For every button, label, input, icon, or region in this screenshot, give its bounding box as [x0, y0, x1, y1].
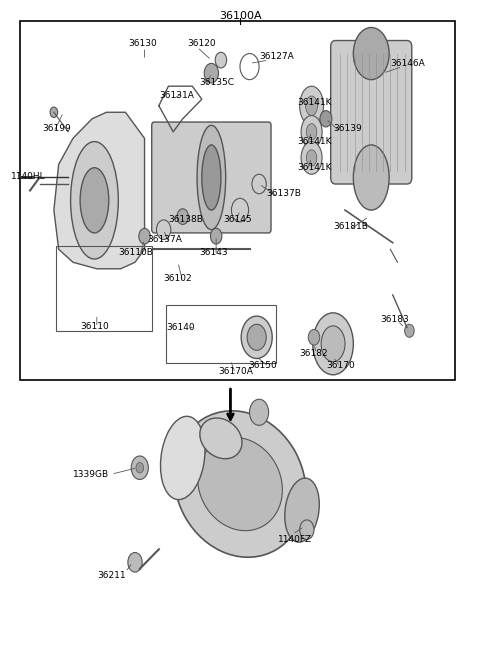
Circle shape	[215, 52, 227, 68]
Ellipse shape	[353, 145, 389, 210]
Ellipse shape	[320, 111, 332, 127]
Ellipse shape	[301, 115, 322, 148]
Text: 36181B: 36181B	[333, 222, 368, 231]
Circle shape	[308, 329, 320, 345]
Text: 36135C: 36135C	[199, 79, 234, 87]
Text: 36138B: 36138B	[168, 215, 204, 225]
PathPatch shape	[54, 112, 144, 269]
Ellipse shape	[301, 141, 322, 174]
Bar	[21, 21, 455, 380]
Ellipse shape	[247, 324, 266, 350]
Ellipse shape	[202, 145, 221, 210]
Text: 36110: 36110	[80, 322, 109, 331]
Text: 36141K: 36141K	[297, 98, 332, 107]
Circle shape	[156, 220, 171, 240]
Text: 36137B: 36137B	[266, 189, 301, 198]
Text: 36120: 36120	[188, 39, 216, 48]
Ellipse shape	[353, 28, 389, 80]
Text: 1339GB: 1339GB	[73, 470, 109, 479]
Ellipse shape	[200, 418, 242, 458]
Text: 36141K: 36141K	[297, 163, 332, 172]
Text: 36102: 36102	[164, 274, 192, 283]
Ellipse shape	[80, 168, 109, 233]
Circle shape	[128, 553, 142, 572]
Ellipse shape	[306, 150, 317, 166]
Text: 36146A: 36146A	[390, 59, 425, 68]
Ellipse shape	[160, 417, 205, 500]
Ellipse shape	[285, 478, 319, 542]
Text: 36143: 36143	[199, 248, 228, 257]
Ellipse shape	[198, 438, 282, 531]
Text: 36141K: 36141K	[297, 137, 332, 146]
Circle shape	[131, 456, 148, 479]
Ellipse shape	[250, 400, 269, 425]
Circle shape	[139, 229, 150, 244]
Text: 1140FZ: 1140FZ	[278, 535, 312, 544]
Text: 36110B: 36110B	[118, 248, 153, 257]
Text: 36182: 36182	[300, 349, 328, 358]
Text: 36131A: 36131A	[159, 92, 194, 100]
Text: 36100A: 36100A	[219, 11, 261, 21]
Ellipse shape	[197, 125, 226, 230]
Ellipse shape	[71, 141, 118, 259]
Text: 36130: 36130	[128, 39, 156, 48]
Circle shape	[177, 209, 189, 225]
Circle shape	[252, 174, 266, 194]
Text: 36150: 36150	[249, 361, 277, 370]
Circle shape	[204, 64, 218, 83]
FancyBboxPatch shape	[152, 122, 271, 233]
Text: 36137A: 36137A	[147, 235, 182, 244]
Text: 36127A: 36127A	[259, 52, 294, 62]
FancyBboxPatch shape	[331, 41, 412, 184]
Ellipse shape	[313, 313, 353, 375]
Circle shape	[405, 324, 414, 337]
Text: 36199: 36199	[42, 124, 71, 133]
Text: 36140: 36140	[166, 323, 195, 332]
Text: 36139: 36139	[333, 124, 362, 133]
Text: 36211: 36211	[97, 571, 125, 580]
Ellipse shape	[321, 326, 345, 362]
Circle shape	[210, 229, 222, 244]
Text: 36170A: 36170A	[218, 367, 253, 377]
Ellipse shape	[300, 86, 324, 125]
Circle shape	[50, 107, 58, 117]
Ellipse shape	[306, 96, 318, 115]
Ellipse shape	[174, 411, 306, 557]
Ellipse shape	[306, 124, 317, 140]
Text: 36145: 36145	[223, 215, 252, 225]
Circle shape	[300, 520, 314, 540]
Text: 36183: 36183	[381, 315, 409, 324]
Circle shape	[136, 462, 144, 473]
Text: 1140HL: 1140HL	[11, 172, 46, 181]
Ellipse shape	[241, 316, 272, 358]
Text: 36170: 36170	[326, 361, 355, 370]
